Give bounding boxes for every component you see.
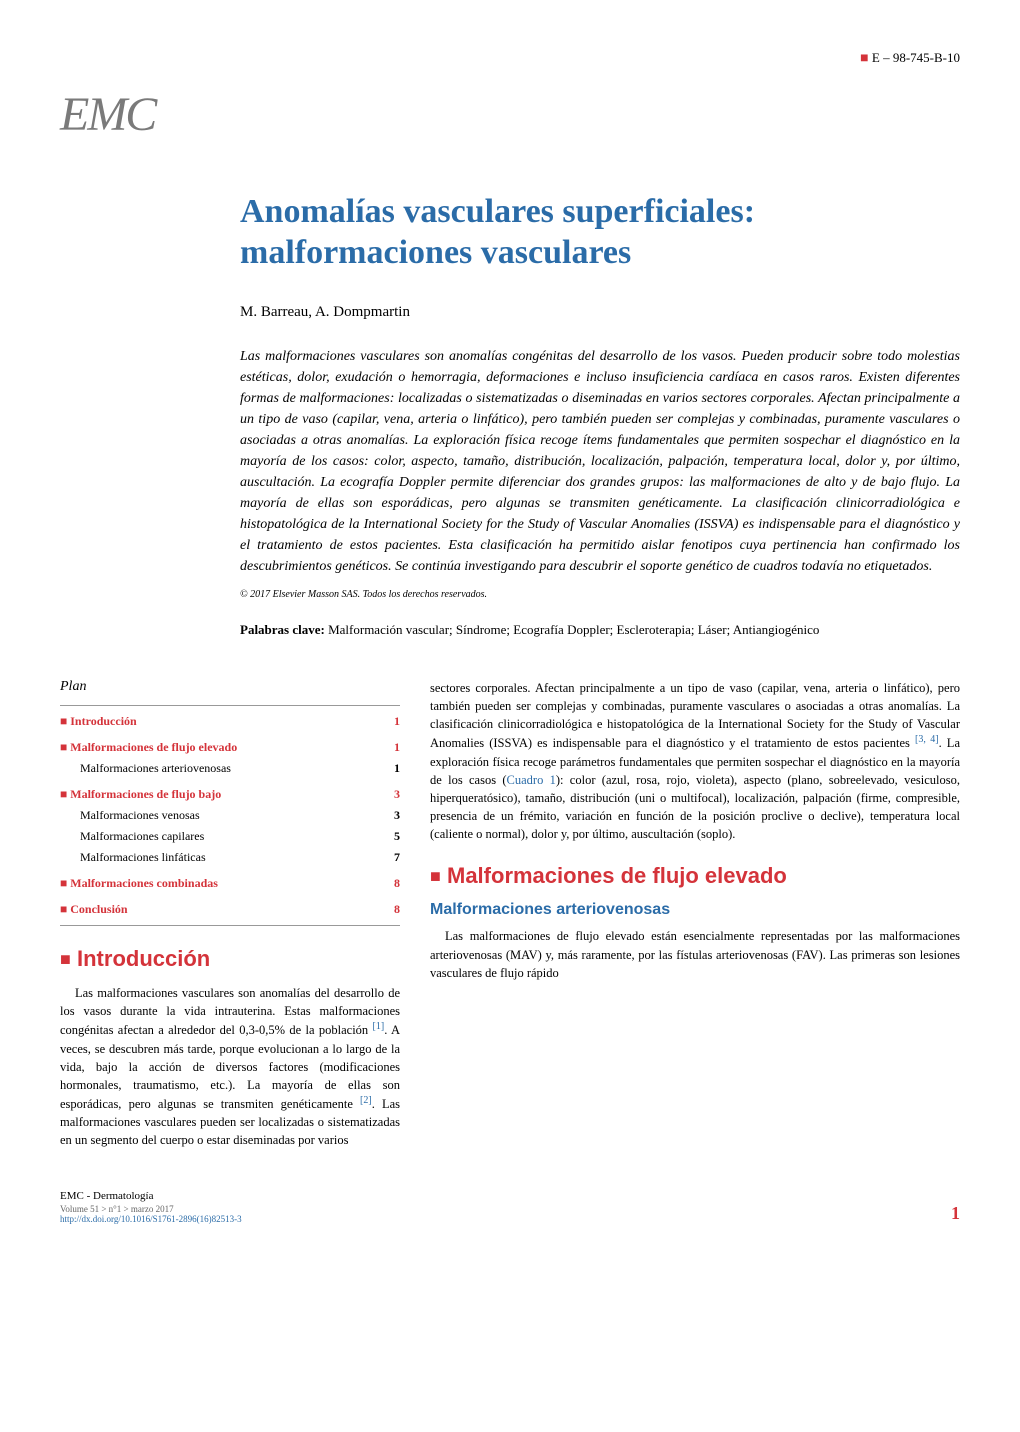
page-number: 1 [951,1203,960,1224]
plan-page: 1 [394,740,400,755]
plan-row[interactable]: Malformaciones linfáticas 7 [60,847,400,868]
section-heading-intro: ■ Introducción [60,946,400,972]
emc-logo: EMC [60,87,960,142]
square-marker-icon: ■ [60,949,71,969]
plan-label: Conclusión [70,902,127,916]
flujo-heading-text: Malformaciones de flujo elevado [447,863,787,888]
authors: M. Barreau, A. Dompmartin [240,304,960,321]
square-marker-icon: ■ [60,740,70,754]
square-marker-icon: ■ [60,787,70,801]
plan-label: Malformaciones de flujo elevado [70,740,237,754]
plan-label: Malformaciones venosas [60,808,200,823]
header-reference: ■ E – 98-745-B-10 [60,50,960,67]
plan-page: 7 [394,850,400,865]
intro-paragraph: Las malformaciones vasculares son anomal… [60,984,400,1149]
plan-row[interactable]: Malformaciones venosas 3 [60,805,400,826]
keywords-label: Palabras clave: [240,622,325,637]
plan-table: ■ Introducción 1 ■ Malformaciones de flu… [60,705,400,926]
square-marker-icon: ■ [60,876,70,890]
plan-page: 1 [394,761,400,776]
subsection-heading-arteriovenosas: Malformaciones arteriovenosas [430,901,960,919]
plan-row[interactable]: Malformaciones capilares 5 [60,826,400,847]
section-heading-flujo: ■ Malformaciones de flujo elevado [430,863,960,889]
reference-code: E – 98-745-B-10 [872,50,960,65]
plan-page: 1 [394,714,400,729]
keywords-block: Palabras clave: Malformación vascular; S… [240,620,960,640]
plan-page: 3 [394,787,400,802]
plan-header: Plan [60,679,400,695]
plan-label: Malformaciones linfáticas [60,850,206,865]
footer-volume: Volume 51 > n°1 > marzo 2017 [60,1204,242,1214]
plan-row[interactable]: ■ Conclusión 8 [60,894,400,925]
footer-journal: EMC - Dermatología [60,1190,242,1202]
square-marker-icon: ■ [60,714,70,728]
footer-doi-link[interactable]: http://dx.doi.org/10.1016/S1761-2896(16)… [60,1214,242,1224]
intro-heading-text: Introducción [77,946,210,971]
plan-label: Malformaciones arteriovenosas [60,761,231,776]
copyright-text: © 2017 Elsevier Masson SAS. Todos los de… [240,589,960,600]
plan-row[interactable]: ■ Malformaciones combinadas 8 [60,868,400,894]
plan-page: 8 [394,876,400,891]
plan-page: 8 [394,902,400,917]
square-marker-icon: ■ [430,866,441,886]
plan-label: Malformaciones capilares [60,829,204,844]
plan-page: 5 [394,829,400,844]
article-title: Anomalías vasculares superficiales: malf… [240,192,960,274]
plan-label: Introducción [70,714,136,728]
citation-link[interactable]: [1] [373,1021,385,1032]
plan-row[interactable]: ■ Malformaciones de flujo elevado 1 [60,732,400,758]
citation-link[interactable]: [2] [360,1095,372,1106]
page-footer: EMC - Dermatología Volume 51 > n°1 > mar… [60,1190,960,1224]
square-marker-icon: ■ [860,51,868,66]
plan-label: Malformaciones de flujo bajo [70,787,221,801]
plan-row[interactable]: ■ Introducción 1 [60,706,400,732]
plan-label: Malformaciones combinadas [70,876,218,890]
table-reference-link[interactable]: Cuadro 1 [507,773,556,787]
plan-row[interactable]: ■ Malformaciones de flujo bajo 3 [60,779,400,805]
abstract-text: Las malformaciones vasculares son anomal… [240,346,960,577]
plan-page: 3 [394,808,400,823]
continuation-paragraph: sectores corporales. Afectan principalme… [430,679,960,843]
flujo-paragraph: Las malformaciones de flujo elevado está… [430,927,960,981]
square-marker-icon: ■ [60,902,70,916]
plan-row[interactable]: Malformaciones arteriovenosas 1 [60,758,400,779]
keywords-text: Malformación vascular; Síndrome; Ecograf… [328,622,819,637]
citation-link[interactable]: [3, 4] [915,734,939,745]
